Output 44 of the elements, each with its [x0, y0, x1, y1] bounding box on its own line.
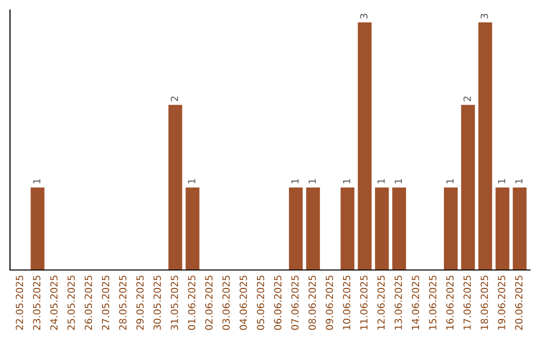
data-label: 1 — [188, 179, 196, 184]
x-tick-label: 10.06.2025 — [342, 276, 350, 330]
x-tick-label: 16.06.2025 — [446, 276, 454, 330]
x-tick-label: 03.06.2025 — [222, 276, 230, 330]
x-tick-label: 19.06.2025 — [498, 276, 506, 330]
data-label: 1 — [33, 179, 40, 184]
x-tick-label: 05.06.2025 — [256, 276, 264, 330]
data-label: 2 — [170, 96, 178, 102]
x-tick-label: 22.05.2025 — [16, 276, 24, 330]
data-label: 1 — [394, 179, 402, 184]
data-label: 1 — [343, 179, 350, 184]
data-label: 1 — [498, 179, 506, 184]
x-tick-label: 06.06.2025 — [274, 276, 282, 330]
data-label: 2 — [463, 96, 471, 102]
x-tick-label: 02.06.2025 — [205, 276, 213, 330]
data-label: 3 — [360, 14, 368, 19]
x-tick-label: 17.06.2025 — [463, 276, 471, 330]
x-tick-label: 25.05.2025 — [67, 276, 75, 330]
x-tick-label: 31.05.2025 — [170, 276, 178, 330]
x-tick-label: 04.06.2025 — [240, 276, 247, 330]
data-label: 1 — [446, 179, 454, 184]
x-tick-label: 30.05.2025 — [154, 276, 161, 330]
data-label: 1 — [291, 179, 299, 184]
x-tick-label: 11.06.2025 — [360, 276, 368, 330]
data-label: 1 — [308, 179, 316, 184]
x-tick-label: 24.05.2025 — [50, 276, 58, 330]
x-tick-label: 23.05.2025 — [33, 276, 40, 330]
x-tick-label: 26.05.2025 — [84, 276, 92, 330]
x-tick-label: 01.06.2025 — [188, 276, 196, 330]
x-tick-label: 08.06.2025 — [308, 276, 316, 330]
x-tick-label: 07.06.2025 — [291, 276, 299, 330]
x-tick-label: 15.06.2025 — [429, 276, 436, 330]
x-tick-label: 09.06.2025 — [326, 276, 334, 330]
data-label: 3 — [480, 14, 488, 19]
x-tick-label: 27.05.2025 — [102, 276, 110, 330]
x-tick-label: 20.06.2025 — [515, 276, 522, 330]
x-tick-label: 13.06.2025 — [394, 276, 402, 330]
data-label: 1 — [515, 179, 522, 184]
data-label: 1 — [378, 179, 385, 184]
x-tick-label: 12.06.2025 — [377, 276, 385, 330]
x-tick-label: 14.06.2025 — [412, 276, 420, 330]
x-tick-label: 18.06.2025 — [480, 276, 488, 330]
x-tick-label: 28.05.2025 — [119, 276, 126, 330]
x-tick-label: 29.05.2025 — [136, 276, 144, 330]
